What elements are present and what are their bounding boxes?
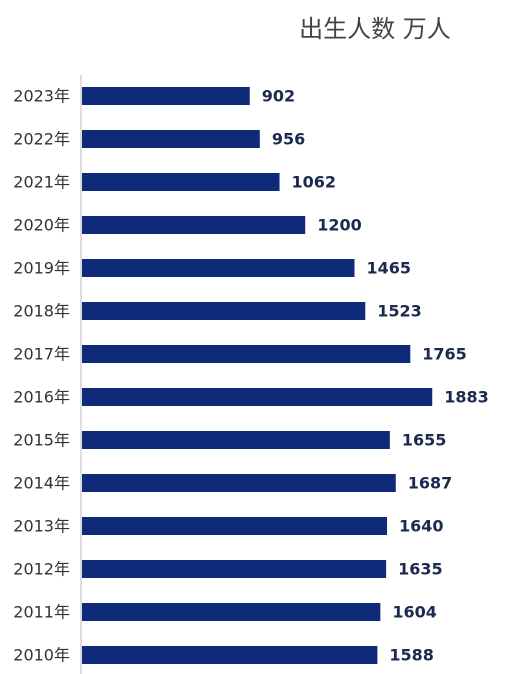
bar	[82, 646, 378, 664]
y-tick-label: 2012年	[13, 560, 70, 579]
value-label: 1765	[422, 345, 467, 364]
value-label: 1062	[292, 173, 337, 192]
value-label: 1883	[444, 388, 489, 407]
y-tick-label: 2021年	[13, 173, 70, 192]
value-label: 902	[262, 87, 295, 106]
y-tick-label: 2013年	[13, 517, 70, 536]
chart-title: 出生人数 万人	[299, 15, 451, 43]
value-label: 1687	[408, 474, 453, 493]
y-tick-label: 2023年	[13, 87, 70, 106]
bar	[82, 87, 250, 105]
value-label: 1655	[402, 431, 447, 450]
bar	[82, 474, 396, 492]
y-tick-label: 2022年	[13, 130, 70, 149]
bar	[82, 345, 411, 363]
value-label: 1588	[389, 646, 434, 665]
bar	[82, 259, 355, 277]
value-label: 1200	[317, 216, 362, 235]
y-tick-label: 2011年	[13, 603, 70, 622]
y-tick-label: 2019年	[13, 259, 70, 278]
bar	[82, 603, 381, 621]
value-label: 1640	[399, 517, 444, 536]
bar	[82, 216, 306, 234]
value-label: 1465	[366, 259, 411, 278]
bar	[82, 517, 388, 535]
y-tick-label: 2010年	[13, 646, 70, 665]
bar	[82, 130, 260, 148]
value-label: 1635	[398, 560, 443, 579]
y-tick-label: 2020年	[13, 216, 70, 235]
bar	[82, 560, 387, 578]
y-tick-label: 2014年	[13, 474, 70, 493]
value-label: 1604	[392, 603, 437, 622]
bar	[82, 302, 366, 320]
bar	[82, 388, 433, 406]
y-tick-label: 2018年	[13, 302, 70, 321]
y-tick-label: 2015年	[13, 431, 70, 450]
bar	[82, 431, 390, 449]
value-label: 1523	[377, 302, 422, 321]
y-tick-label: 2016年	[13, 388, 70, 407]
value-label: 956	[272, 130, 305, 149]
bar	[82, 173, 280, 191]
y-tick-label: 2017年	[13, 345, 70, 364]
